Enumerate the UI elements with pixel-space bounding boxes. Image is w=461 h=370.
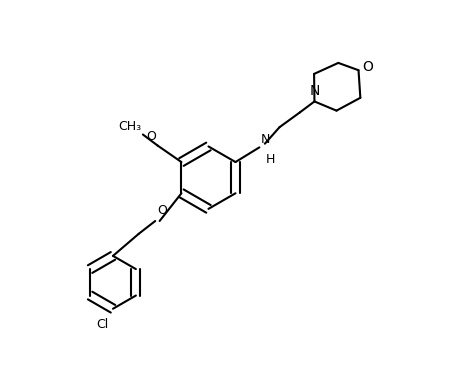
Text: N: N [309,84,319,98]
Text: Cl: Cl [96,318,108,331]
Text: N: N [261,132,271,145]
Text: O: O [146,130,156,142]
Text: H: H [266,153,275,166]
Text: CH₃: CH₃ [118,120,141,133]
Text: O: O [157,204,167,217]
Text: O: O [362,60,373,74]
